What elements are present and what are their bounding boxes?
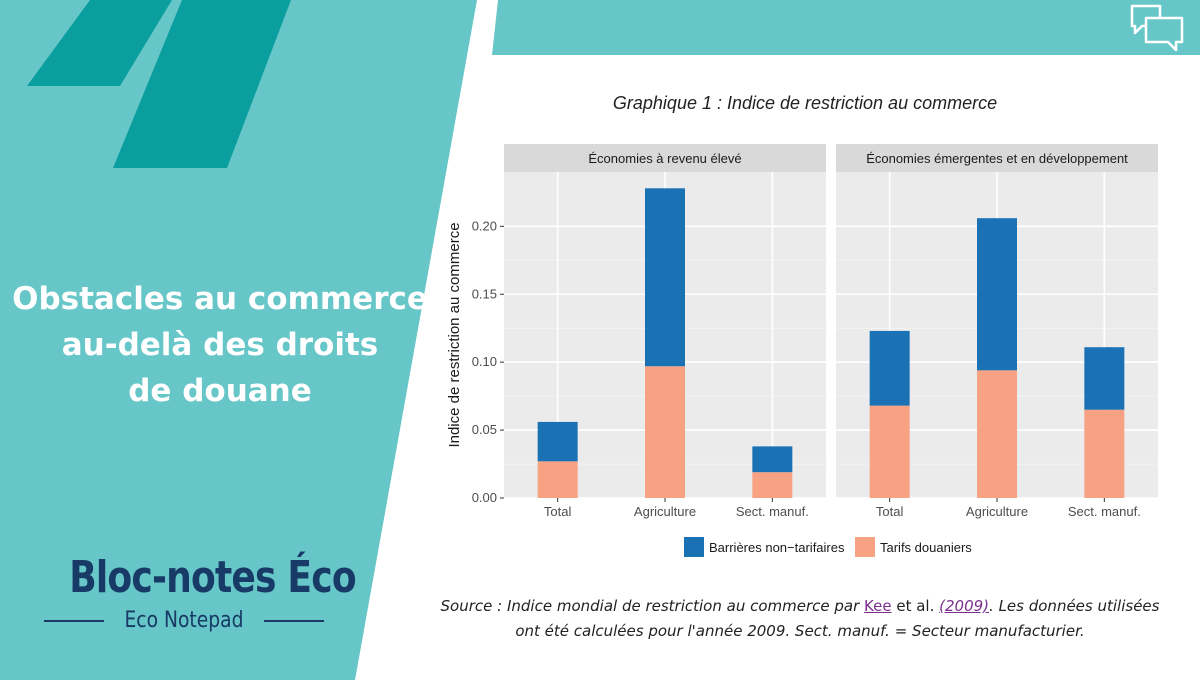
brand-sub-row: Eco Notepad (44, 608, 325, 633)
facet-title: Économies à revenu élevé (588, 151, 741, 166)
brand-logo: Bloc-notes Éco Eco Notepad (44, 552, 357, 633)
bar-tarifs (977, 370, 1017, 498)
brand-name: Bloc-notes Éco (69, 552, 356, 603)
graph-title: Graphique 1 : Indice de restriction au c… (612, 93, 998, 113)
trade-restriction-chart: Économies à revenu élevé Total Agriculture… (446, 144, 1158, 557)
x-tick-label: Total (544, 504, 572, 519)
brand-divider-left (44, 619, 105, 622)
source-note: Source : Indice mondial de restriction a… (400, 594, 1200, 644)
source-year-link[interactable]: (2009) (939, 597, 990, 615)
chat-bubbles-icon[interactable] (1128, 4, 1186, 54)
sidebar-panel (0, 0, 477, 680)
facet-strip (504, 144, 826, 172)
y-tick-label: 0.10 (472, 354, 497, 369)
legend-label: Tarifs douaniers (880, 540, 972, 555)
legend-swatch (855, 537, 875, 557)
bar-barrieres (752, 446, 793, 473)
headline-line-2: au-delà des droits (61, 327, 379, 363)
bar-barrieres (645, 188, 685, 367)
x-tick-label: Sect. manuf. (736, 504, 809, 519)
source-etal: et al. (891, 597, 940, 615)
bar-tarifs (537, 461, 578, 498)
legend-swatch (684, 537, 704, 557)
facet-strip (836, 144, 1158, 172)
bar-tarifs (869, 405, 910, 498)
brand-divider-right (263, 619, 325, 622)
bar-barrieres (869, 330, 910, 406)
headline-line-3: de douane (128, 373, 312, 409)
source-author-link[interactable]: Kee (864, 597, 892, 615)
brand-subtitle: Eco Notepad (124, 608, 244, 633)
bar-barrieres (537, 421, 578, 462)
source-line-1: Source : Indice mondial de restriction a… (400, 594, 1200, 619)
y-tick-label: 0.05 (472, 422, 497, 437)
legend-label: Barrières non−tarifaires (709, 540, 845, 555)
quote-mark-left-icon (27, 0, 172, 86)
x-tick-label: Sect. manuf. (1068, 504, 1141, 519)
headline: Obstacles au commerce au-delà des droits… (0, 276, 440, 414)
bar-barrieres (1084, 347, 1125, 410)
x-tick-label: Total (876, 504, 904, 519)
header-band (492, 0, 1200, 55)
facet-title: Économies émergentes et en développement (866, 151, 1128, 166)
headline-line-1: Obstacles au commerce (12, 281, 428, 317)
bar-tarifs (645, 366, 685, 498)
bar-barrieres (977, 218, 1017, 371)
source-suffix: . Les données utilisées (989, 597, 1160, 615)
x-tick-label: Agriculture (966, 504, 1028, 519)
y-axis-label: Indice de restriction au commerce (446, 222, 463, 447)
x-tick-label: Agriculture (634, 504, 696, 519)
y-tick-label: 0.20 (472, 218, 497, 233)
y-tick-label: 0.15 (472, 286, 497, 301)
bar-tarifs (1084, 409, 1125, 498)
source-prefix: Source : Indice mondial de restriction a… (440, 597, 865, 615)
bar-tarifs (752, 472, 793, 498)
quote-mark-right-icon (113, 0, 291, 168)
y-tick-label: 0.00 (472, 490, 497, 505)
source-line-2: ont été calculées pour l'année 2009. Sec… (515, 622, 1085, 640)
